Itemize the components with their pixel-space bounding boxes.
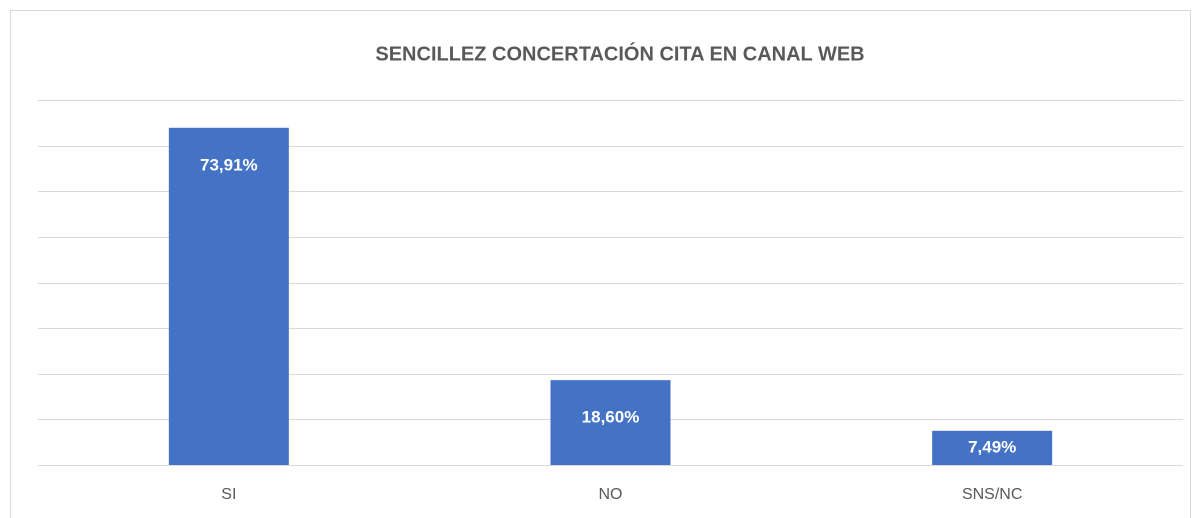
x-tick-label: SNS/NC [962,486,1022,503]
bar [932,430,1053,465]
x-tick-label: SI [221,486,236,503]
data-label: 73,91% [200,155,258,174]
chart-title: SENCILLEZ CONCERTACIÓN CITA EN CANAL WEB [375,41,864,65]
x-tick-label: NO [599,486,623,503]
data-label: 7,49% [968,437,1016,456]
data-label: 18,60% [582,408,640,427]
bar [168,127,289,466]
bar [550,380,671,465]
